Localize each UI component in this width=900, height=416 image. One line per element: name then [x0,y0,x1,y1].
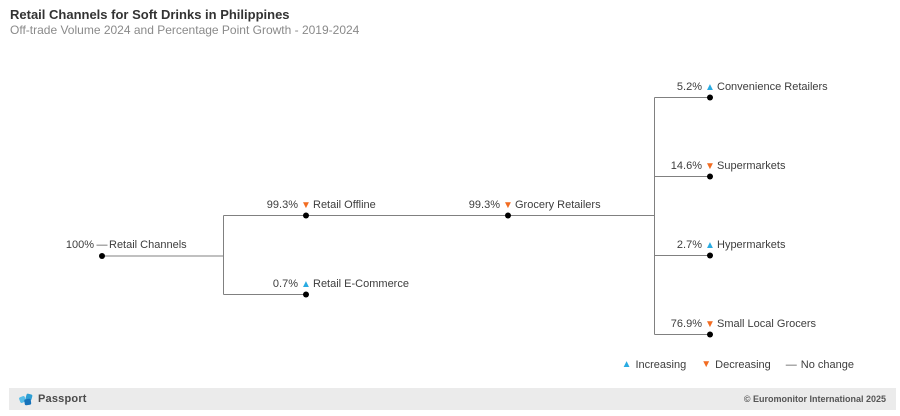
node-value: 76.9% [670,317,702,330]
decreasing-indicator-icon: ▼ [503,199,513,211]
node-label: Grocery Retailers [515,198,601,211]
node-label: Convenience Retailers [717,80,828,93]
brand-name: Passport [38,393,87,405]
legend: ▲ Increasing ▼ Decreasing — No change [622,359,854,371]
node-label: Hypermarkets [717,238,786,251]
passport-brand: Passport [19,393,87,406]
legend-item-increasing: ▲ Increasing [622,359,687,371]
node-label: Retail E-Commerce [313,277,409,290]
decreasing-indicator-icon: ▼ [301,199,311,211]
legend-item-no-change: — No change [786,359,854,371]
increasing-indicator-icon: ▲ [705,239,715,251]
increasing-indicator-icon: ▲ [301,278,311,290]
node-value: 100% [65,239,94,251]
legend-item-decreasing: ▼ Decreasing [701,359,771,371]
increasing-indicator-icon: ▲ [705,81,715,93]
copyright-text: © Euromonitor International 2025 [743,394,886,404]
legend-label: No change [800,359,854,371]
page-subtitle: Off-trade Volume 2024 and Percentage Poi… [10,23,360,37]
node-value: 99.3% [468,198,500,211]
footer-bar: Passport © Euromonitor International 202… [9,388,896,410]
decreasing-triangle-icon: ▼ [701,359,712,370]
no-change-dash-icon: — [785,359,797,371]
node-label: Retail Offline [313,198,376,211]
node-label: Supermarkets [717,159,786,172]
decreasing-indicator-icon: ▼ [705,160,715,172]
increasing-triangle-icon: ▲ [621,359,632,370]
page-title: Retail Channels for Soft Drinks in Phili… [10,7,290,22]
node-value: 5.2% [676,80,702,93]
legend-label: Decreasing [715,359,771,371]
node-value: 0.7% [272,277,298,290]
node-value: 14.6% [670,159,702,172]
node-value: 99.3% [266,198,298,211]
legend-label: Increasing [635,359,687,371]
node-dots [99,94,713,338]
node-label: Retail Channels [109,239,187,251]
passport-logo-icon [19,393,33,405]
none-indicator-icon: — [96,239,108,251]
node-label: Small Local Grocers [717,317,817,330]
decreasing-indicator-icon: ▼ [705,318,715,330]
connector-lines [102,97,710,335]
node-value: 2.7% [676,238,702,251]
